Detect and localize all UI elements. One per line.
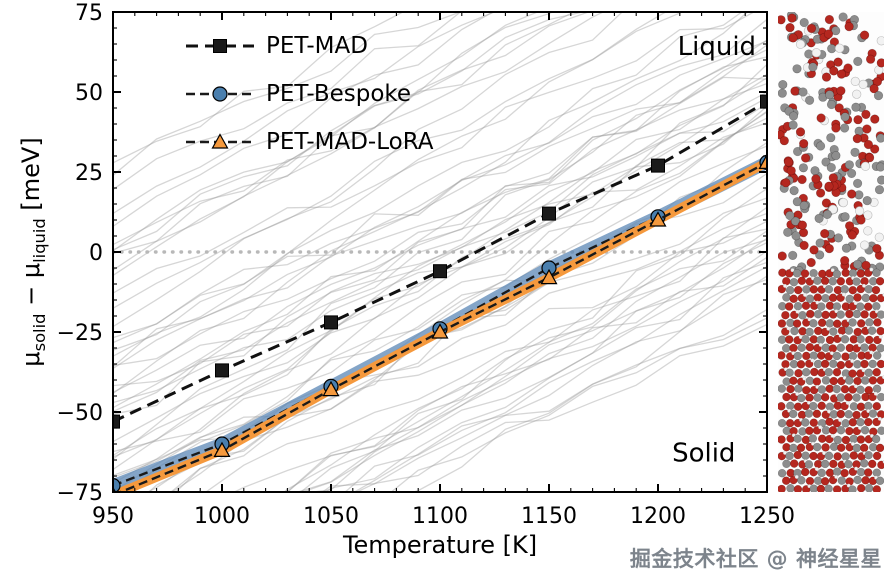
y-tick-label: −75 [57,481,103,506]
plot-area [113,12,767,492]
x-tick-label: 1000 [194,504,250,529]
legend: PET-MAD PET-Bespoke PET-MAD-LoRA [186,33,434,155]
y-label-sub-solid: solid [29,313,49,352]
legend-item-pet-bespoke: PET-Bespoke [186,81,411,107]
y-label-minus-mu: − μ [17,262,45,314]
ensemble-lines [113,12,767,492]
watermark: 掘金技术社区 @ 神经星星 [629,547,882,571]
y-axis-label: μsolid − μliquid [meV] [17,52,49,452]
y-tick-label: 0 [89,241,103,266]
legend-item-pet-mad-lora: PET-MAD-LoRA [186,129,434,155]
axis-ticks: 950 1000 1050 1100 1150 1200 1250 −75 −50 −25 0 25 5… [57,1,795,529]
y-tick-label: 75 [75,1,103,26]
y-tick-label: −50 [57,401,103,426]
x-tick-label: 1050 [303,504,359,529]
structure-snapshot [778,12,884,492]
x-tick-label: 1100 [412,504,468,529]
legend-label: PET-Bespoke [266,81,411,107]
pet-mad-lora-markers [113,153,767,492]
y-tick-label: −25 [57,321,103,346]
x-tick-label: 950 [92,504,134,529]
legend-label: PET-MAD [266,33,368,59]
pet-mad-markers [113,94,767,429]
annotation-solid: Solid [672,439,735,469]
y-label-sub-liquid: liquid [29,218,49,263]
x-tick-label: 1150 [521,504,577,529]
annotation-liquid: Liquid [678,32,756,62]
y-label-unit: [meV] [17,137,45,219]
y-tick-label: 50 [75,81,103,106]
legend-item-pet-mad: PET-MAD [186,33,368,59]
x-tick-label: 1250 [739,504,795,529]
x-tick-label: 1200 [630,504,686,529]
x-axis-label: Temperature [K] [342,531,538,559]
y-tick-label: 25 [75,161,103,186]
y-label-mu-solid: μ [17,351,45,367]
legend-label: PET-MAD-LoRA [266,129,434,155]
